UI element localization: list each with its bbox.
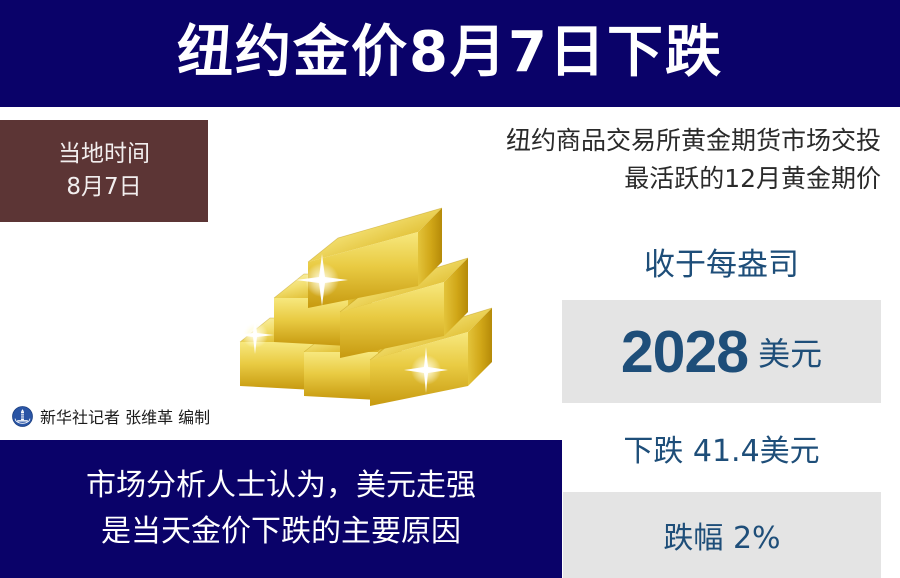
price-drop-percent: 跌幅 2% bbox=[663, 521, 781, 556]
xinhua-logo-icon bbox=[12, 405, 33, 427]
lead-line-1: 纽约商品交易所黄金期货市场交投 bbox=[505, 126, 881, 155]
lead-line-2: 最活跃的12月黄金期价 bbox=[624, 164, 881, 193]
price-band-background bbox=[562, 300, 881, 403]
local-date-value: 8月7日 bbox=[66, 174, 142, 200]
local-date-box: 当地时间 8月7日 bbox=[0, 120, 208, 222]
price-row: 2028 美元 bbox=[562, 300, 881, 403]
credit-line: 新华社记者 张维革 编制 bbox=[12, 404, 210, 428]
gold-bars-illustration bbox=[230, 190, 520, 410]
sparkle-icon bbox=[296, 254, 348, 306]
price-value: 2028 bbox=[620, 318, 749, 385]
title-banner: 纽约金价8月7日下跌 bbox=[0, 0, 900, 107]
quote-line-2: 是当天金价下跌的主要原因 bbox=[101, 514, 461, 549]
sparkle-icon bbox=[236, 316, 274, 354]
percent-band-background bbox=[563, 492, 881, 578]
closed-price-label: 收于每盎司 bbox=[644, 247, 799, 283]
price-currency-unit: 美元 bbox=[758, 334, 823, 373]
analysis-quote-box: 市场分析人士认为，美元走强 是当天金价下跌的主要原因 bbox=[0, 440, 562, 578]
credit-text: 新华社记者 张维革 编制 bbox=[40, 408, 211, 427]
local-date-label: 当地时间 bbox=[58, 141, 150, 167]
lead-paragraph: 纽约商品交易所黄金期货市场交投 最活跃的12月黄金期价 bbox=[380, 122, 881, 198]
page-title: 纽约金价8月7日下跌 bbox=[177, 20, 723, 85]
price-drop-amount: 下跌 41.4美元 bbox=[623, 434, 820, 469]
quote-line-1: 市场分析人士认为，美元走强 bbox=[86, 468, 476, 503]
gold-bars-svg bbox=[236, 207, 493, 406]
sparkle-icon bbox=[404, 347, 448, 393]
